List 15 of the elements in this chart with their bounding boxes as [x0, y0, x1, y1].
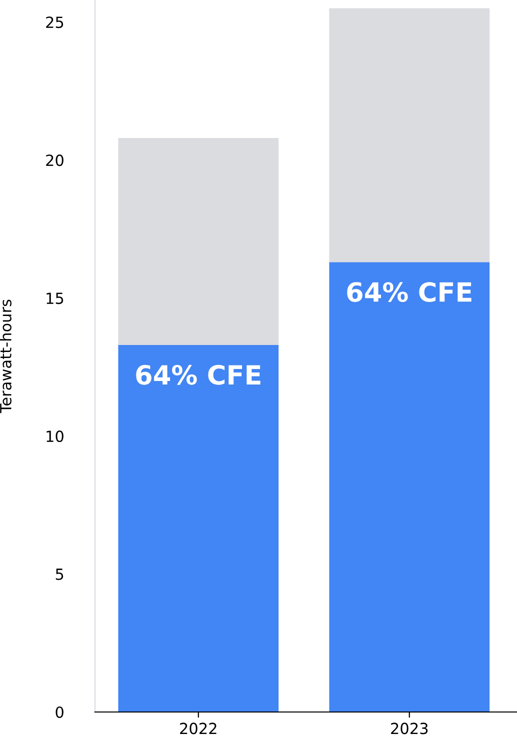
y-axis-title: Terawatt-hours — [0, 300, 12, 414]
x-tick-label: 2022 — [180, 722, 216, 734]
y-tick-label: 10 — [46, 430, 64, 442]
bar — [118, 344, 279, 712]
annotation: 64% CFE — [347, 282, 472, 302]
x-tick-label: 2023 — [391, 722, 428, 734]
bar — [329, 8, 490, 262]
bar — [118, 138, 279, 345]
y-tick-label: 5 — [56, 568, 64, 580]
y-tick-label: 20 — [46, 154, 64, 166]
y-tick-label: 0 — [56, 706, 64, 718]
annotation: 64% CFE — [136, 364, 260, 385]
bar — [329, 262, 490, 712]
y-tick-label: 25 — [46, 16, 64, 28]
y-tick-label: 15 — [46, 292, 64, 304]
